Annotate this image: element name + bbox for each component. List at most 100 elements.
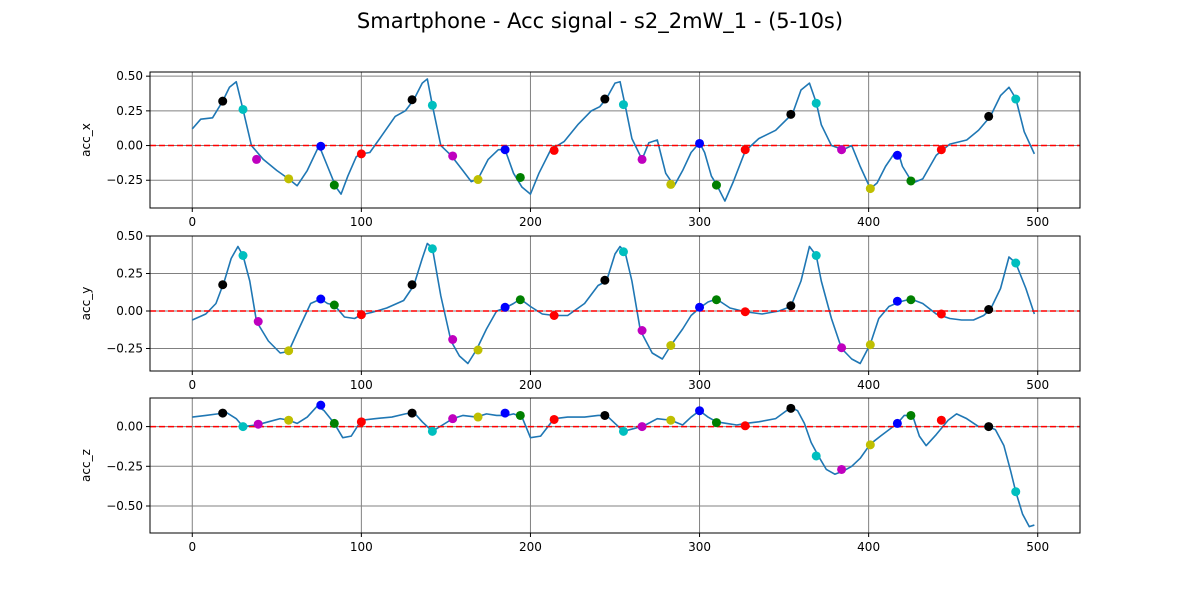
data-point (252, 154, 262, 164)
data-point (238, 251, 248, 260)
data-point (892, 296, 902, 306)
y-axis: −0.25 0.00 0.25 0.50 (106, 229, 150, 356)
data-point (549, 311, 559, 320)
axes-frame (149, 235, 1081, 372)
y-tick-label: 0.00 (116, 304, 143, 318)
y-tick-label: −0.25 (106, 459, 143, 473)
subplot-acc_x: 0 100 200 300 400 500 −0.25 0.00 0.25 0.50 acc_x (79, 69, 1081, 229)
y-tick-label: −0.25 (106, 342, 143, 356)
data-point (695, 406, 705, 416)
data-point (837, 145, 847, 155)
data-point (811, 251, 821, 260)
data-point (666, 415, 676, 425)
x-tick-label: 100 (350, 215, 373, 229)
data-point (356, 149, 366, 159)
data-point (356, 417, 366, 427)
x-tick-label: 0 (188, 378, 196, 392)
data-point (473, 345, 483, 355)
y-axis-label: acc_z (79, 449, 93, 482)
data-point (711, 180, 721, 190)
data-point (407, 408, 417, 418)
data-point (600, 275, 610, 285)
data-point (515, 295, 525, 305)
data-point (837, 464, 847, 474)
x-tick-label: 300 (688, 540, 711, 554)
x-tick-label: 100 (350, 378, 373, 392)
data-point (906, 295, 916, 305)
series-line-acc_x (191, 78, 1036, 202)
data-point (600, 410, 610, 420)
x-tick-label: 500 (1026, 378, 1049, 392)
data-point (618, 426, 628, 436)
chart-title: Smartphone - Acc signal - s2_2mW_1 - (5-… (357, 9, 843, 34)
plot-area (150, 78, 1080, 202)
data-point (600, 94, 610, 104)
x-tick-label: 500 (1026, 215, 1049, 229)
data-point (711, 418, 721, 428)
data-point (316, 141, 326, 151)
data-point (549, 145, 559, 155)
data-point (811, 98, 821, 108)
x-tick-label: 500 (1026, 540, 1049, 554)
data-point (637, 422, 647, 432)
data-point (936, 415, 946, 425)
data-point (448, 335, 458, 344)
plot-area (150, 400, 1080, 528)
data-point (407, 280, 417, 290)
data-point (473, 412, 483, 422)
data-point (448, 414, 458, 424)
series-line-acc_y (191, 242, 1036, 365)
data-point (695, 138, 705, 148)
data-point (786, 301, 796, 311)
y-tick-label: 0.00 (116, 139, 143, 153)
x-tick-label: 0 (188, 215, 196, 229)
data-point (637, 154, 647, 164)
x-tick-label: 300 (688, 215, 711, 229)
data-point (740, 307, 750, 317)
data-point (984, 422, 994, 432)
x-axis: 0 100 200 300 400 500 (188, 208, 1049, 229)
data-point (329, 300, 339, 310)
y-axis-label: acc_y (79, 287, 93, 321)
x-axis: 0 100 200 300 400 500 (188, 533, 1049, 554)
data-point (500, 145, 510, 155)
y-axis-label: acc_x (79, 123, 93, 157)
data-point (865, 184, 875, 194)
axes-frame (149, 397, 1081, 534)
y-axis: −0.25 0.00 0.25 0.50 (106, 69, 150, 187)
data-point (218, 280, 228, 290)
data-point (427, 100, 437, 110)
data-point (906, 176, 916, 186)
data-point (515, 172, 525, 182)
data-point (1011, 258, 1021, 268)
data-point (936, 309, 946, 319)
x-tick-label: 200 (519, 540, 542, 554)
data-point (316, 400, 326, 410)
x-tick-label: 400 (857, 540, 880, 554)
data-point (218, 96, 228, 106)
x-tick-label: 400 (857, 378, 880, 392)
subplot-acc_z: 0 100 200 300 400 500 −0.50 −0.25 0.00 acc_z (79, 397, 1081, 554)
y-tick-label: 0.50 (116, 69, 143, 83)
data-point (448, 151, 458, 161)
data-point (427, 426, 437, 436)
x-tick-label: 300 (688, 378, 711, 392)
data-point (253, 419, 263, 429)
data-point (618, 100, 628, 110)
data-point (284, 346, 294, 356)
data-point (284, 415, 294, 425)
data-point (473, 175, 483, 185)
data-point (329, 418, 339, 428)
data-point (253, 317, 263, 326)
subplots: 0 100 200 300 400 500 −0.25 0.00 0.25 0.50 acc_x 0 1… (79, 69, 1081, 554)
data-point (238, 422, 248, 432)
x-tick-label: 200 (519, 378, 542, 392)
data-point (637, 326, 647, 335)
data-point (549, 414, 559, 424)
axes-frame (149, 71, 1081, 209)
data-point (284, 174, 294, 184)
data-point (407, 95, 417, 105)
data-point (238, 104, 248, 114)
x-tick-label: 100 (350, 540, 373, 554)
